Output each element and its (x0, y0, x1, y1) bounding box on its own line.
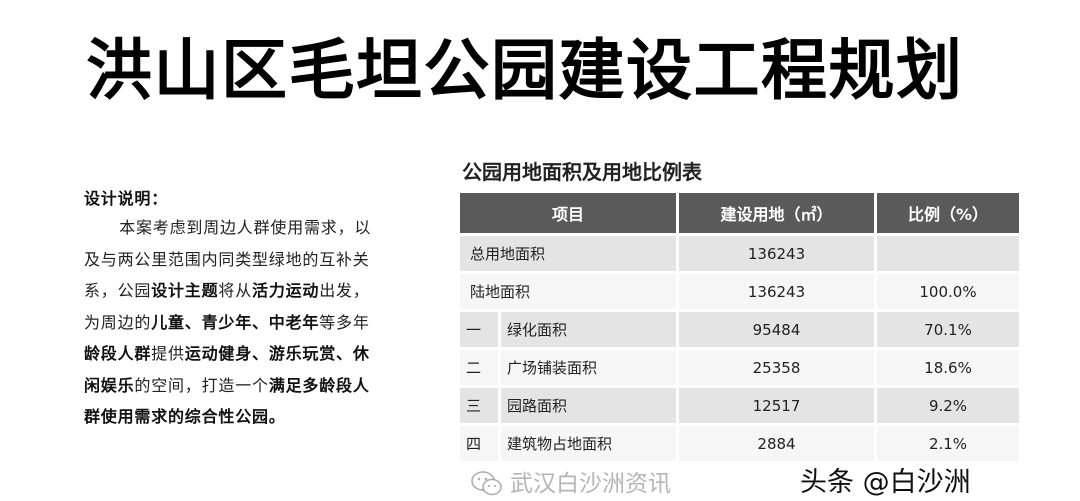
cell-item: 绿化面积 (501, 312, 676, 347)
table-row: 一 绿化面积 95484 70.1% (460, 312, 1019, 347)
desc-text: 出发，为周边的 (84, 281, 370, 332)
cell-item: 园路面积 (501, 388, 676, 423)
table-row: 三 园路面积 12517 9.2% (460, 388, 1019, 423)
cell-ratio: 9.2% (877, 388, 1019, 423)
cell-item: 陆地面积 (460, 274, 676, 309)
header-area: 建设用地（㎡） (679, 193, 874, 233)
design-description: 设计说明： 本案考虑到周边人群使用需求，以及与两公里范围内同类型绿地的互补关系，… (84, 186, 374, 433)
wechat-watermark-text: 武汉白沙洲资讯 (510, 470, 671, 497)
desc-text: 等多年 (319, 312, 370, 332)
toutiao-watermark: 头条 @白沙洲 (800, 467, 971, 498)
cell-index: 一 (460, 312, 498, 347)
wechat-watermark: 武汉白沙洲资讯 (470, 470, 671, 498)
cell-item: 广场铺装面积 (501, 350, 676, 385)
cell-index: 三 (460, 388, 498, 423)
desc-emphasis: 儿童、青少年、中老年 (151, 312, 320, 332)
desc-text: 将从 (218, 281, 253, 300)
wechat-icon (471, 471, 502, 496)
description-paragraph: 本案考虑到周边人群使用需求，以及与两公里范围内同类型绿地的互补关系，公园设计主题… (84, 212, 374, 433)
desc-emphasis: 活力运动 (252, 281, 320, 300)
cell-item: 总用地面积 (460, 236, 676, 271)
cell-ratio: 18.6% (877, 350, 1019, 385)
cell-area: 25358 (679, 350, 874, 385)
desc-emphasis: 运动健身、游乐玩赏、休闲娱乐 (84, 344, 370, 395)
cell-ratio (877, 236, 1019, 271)
header-ratio: 比例（%） (877, 193, 1019, 233)
cell-item: 建筑物占地面积 (501, 426, 676, 461)
cell-index: 二 (460, 350, 498, 385)
cell-area: 12517 (679, 388, 874, 423)
cell-ratio: 100.0% (877, 274, 1019, 309)
desc-emphasis: 龄段人群 (84, 344, 152, 363)
cell-index: 四 (460, 426, 498, 461)
cell-area: 95484 (679, 312, 874, 347)
table-row: 陆地面积 136243 100.0% (460, 274, 1019, 309)
table-header-row: 项目 建设用地（㎡） 比例（%） (460, 193, 1019, 233)
desc-emphasis: 满足多龄段人群使用需求的综合性公园。 (84, 375, 370, 427)
description-heading: 设计说明： (84, 189, 169, 208)
desc-emphasis: 设计主题 (151, 281, 219, 300)
desc-text: 本案考虑到周边人群使用需求，以及与两公里范围内同类型绿地的互补关系，公园 (84, 218, 372, 300)
table-row: 二 广场铺装面积 25358 18.6% (460, 350, 1019, 385)
table-row: 四 建筑物占地面积 2884 2.1% (460, 426, 1019, 461)
cell-area: 136243 (679, 274, 874, 309)
desc-text: 提供 (151, 344, 185, 363)
cell-ratio: 70.1% (877, 312, 1019, 347)
header-item: 项目 (460, 193, 676, 233)
page-title: 洪山区毛坦公园建设工程规划 (86, 32, 964, 109)
table-row: 总用地面积 136243 (460, 236, 1019, 271)
desc-text: 的空间，打造一个 (134, 375, 269, 395)
cell-area: 136243 (679, 236, 874, 271)
table-title: 公园用地面积及用地比例表 (462, 160, 702, 184)
land-use-table: 项目 建设用地（㎡） 比例（%） 总用地面积 136243 陆地面积 13624… (457, 190, 1022, 464)
cell-area: 2884 (679, 426, 874, 461)
cell-ratio: 2.1% (877, 426, 1019, 461)
